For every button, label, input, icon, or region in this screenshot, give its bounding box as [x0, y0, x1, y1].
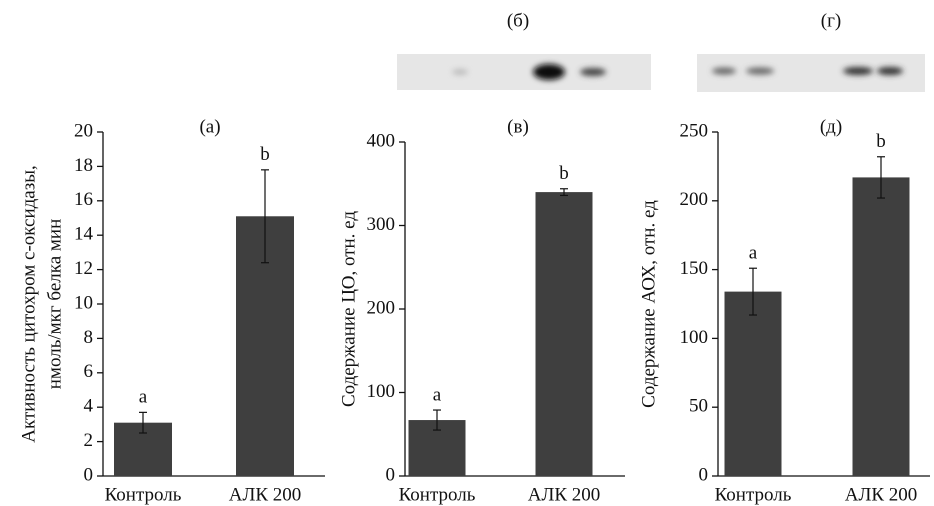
x-tick-label: Контроль: [399, 484, 476, 505]
blot-title: (б): [507, 10, 529, 31]
y-tick-label: 100: [680, 327, 709, 348]
significance-letter: a: [139, 387, 148, 408]
y-tick-label: 200: [367, 297, 396, 318]
bar: [853, 177, 910, 476]
significance-letter: a: [749, 243, 758, 264]
bar: [536, 192, 593, 476]
significance-letter: b: [559, 163, 569, 184]
y-tick-label: 8: [84, 327, 94, 348]
significance-letter: b: [876, 131, 886, 152]
x-tick-label: Контроль: [715, 484, 792, 505]
y-tick-label: 0: [699, 464, 709, 485]
y-axis-label: Содержание АОХ, отн. ед: [638, 200, 659, 408]
x-tick-label: АЛК 200: [229, 484, 302, 505]
y-tick-label: 2: [84, 430, 94, 451]
y-tick-label: 0: [386, 464, 396, 485]
y-tick-label: 200: [680, 189, 709, 210]
blot-b: [397, 54, 651, 90]
blot-g: [697, 54, 925, 92]
significance-letter: a: [433, 384, 442, 405]
y-tick-label: 150: [680, 258, 709, 279]
y-tick-label: 4: [84, 396, 94, 417]
blot-title: (г): [821, 10, 841, 31]
significance-letter: b: [260, 144, 270, 165]
y-tick-label: 400: [367, 130, 396, 151]
y-tick-label: 250: [680, 120, 709, 141]
panel-title: (а): [199, 116, 220, 137]
y-tick-label: 14: [74, 224, 94, 245]
y-tick-label: 20: [74, 120, 93, 141]
y-tick-label: 16: [74, 189, 93, 210]
y-tick-label: 6: [84, 361, 94, 382]
y-tick-label: 300: [367, 214, 396, 235]
y-axis-label: Содержание ЦО, отн. ед: [338, 211, 359, 407]
x-tick-label: АЛК 200: [528, 484, 601, 505]
y-tick-label: 10: [74, 292, 93, 313]
figure: (а) Активность цитохром c-оксидазы,нмоль/…: [0, 0, 934, 506]
x-tick-label: АЛК 200: [845, 484, 918, 505]
panel-title: (в): [507, 116, 529, 137]
y-tick-label: 100: [367, 381, 396, 402]
y-axis-label: нмоль/мкг белка мин: [44, 219, 65, 389]
y-tick-label: 18: [74, 155, 93, 176]
y-axis-label: Активность цитохром c-оксидазы,: [18, 165, 39, 443]
y-tick-label: 0: [84, 464, 94, 485]
bar: [725, 292, 782, 476]
x-tick-label: Контроль: [105, 484, 182, 505]
y-tick-label: 50: [689, 396, 708, 417]
y-tick-label: 12: [74, 258, 93, 279]
panel-title: (д): [820, 116, 842, 137]
